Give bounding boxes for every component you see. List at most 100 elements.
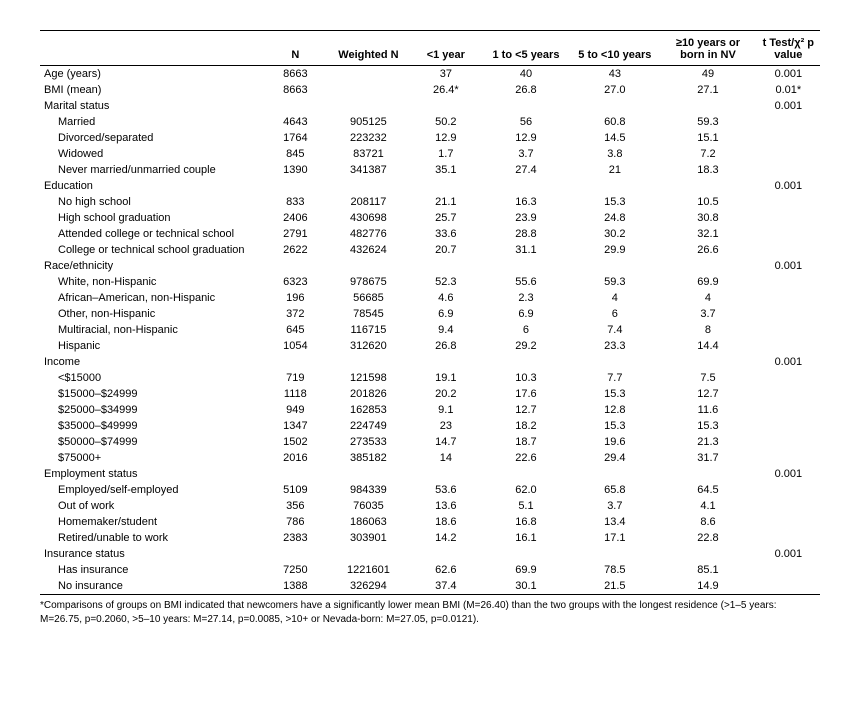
cell-p [757,562,820,578]
cell-label: $50000–$74999 [40,434,264,450]
table-row: Out of work3567603513.65.13.74.1 [40,498,820,514]
cell-c1 [410,354,481,370]
cell-p [757,370,820,386]
cell-n: 645 [264,322,327,338]
cell-n: 6323 [264,274,327,290]
cell-c3: 29.9 [570,242,659,258]
cell-c1: 37.4 [410,578,481,595]
table-row: Education0.001 [40,178,820,194]
table-row: $35000–$4999913472247492318.215.315.3 [40,418,820,434]
cell-c4: 3.7 [659,306,756,322]
cell-c4: 27.1 [659,82,756,98]
cell-c4: 21.3 [659,434,756,450]
cell-c4: 12.7 [659,386,756,402]
cell-c2: 69.9 [482,562,571,578]
cell-wn [327,66,410,83]
cell-wn: 78545 [327,306,410,322]
cell-c1: 14 [410,450,481,466]
cell-wn [327,258,410,274]
cell-c1 [410,98,481,114]
cell-label: Divorced/separated [40,130,264,146]
table-row: Age (years)8663374043490.001 [40,66,820,83]
cell-label: $15000–$24999 [40,386,264,402]
cell-p [757,482,820,498]
cell-wn: 224749 [327,418,410,434]
cell-c3: 7.4 [570,322,659,338]
cell-c1: 19.1 [410,370,481,386]
cell-wn: 430698 [327,210,410,226]
cell-n: 1118 [264,386,327,402]
cell-n: 196 [264,290,327,306]
cell-c1: 23 [410,418,481,434]
cell-c1: 18.6 [410,514,481,530]
cell-wn: 482776 [327,226,410,242]
cell-label: $25000–$34999 [40,402,264,418]
cell-n: 8663 [264,82,327,98]
cell-c3: 12.8 [570,402,659,418]
cell-c1: 33.6 [410,226,481,242]
cell-n: 2406 [264,210,327,226]
col-header-c3: 5 to <10 years [570,31,659,66]
cell-c2: 40 [482,66,571,83]
cell-c2: 6 [482,322,571,338]
cell-c2 [482,354,571,370]
cell-wn: 432624 [327,242,410,258]
cell-c3: 59.3 [570,274,659,290]
cell-p [757,514,820,530]
table-row: Widowed845837211.73.73.87.2 [40,146,820,162]
cell-wn: 341387 [327,162,410,178]
table-row: Income 0.001 [40,354,820,370]
cell-c4: 7.5 [659,370,756,386]
table-row: Insurance status0.001 [40,546,820,562]
cell-label: Homemaker/student [40,514,264,530]
cell-c1: 9.1 [410,402,481,418]
cell-label: African–American, non-Hispanic [40,290,264,306]
cell-c3 [570,354,659,370]
cell-wn: 116715 [327,322,410,338]
cell-c2: 17.6 [482,386,571,402]
table-row: <$1500071912159819.110.37.77.5 [40,370,820,386]
table-row: Attended college or technical school2791… [40,226,820,242]
cell-n: 786 [264,514,327,530]
cell-n [264,354,327,370]
cell-c1 [410,258,481,274]
cell-p [757,578,820,595]
cell-wn: 303901 [327,530,410,546]
col-header-label [40,31,264,66]
cell-c1: 52.3 [410,274,481,290]
cell-label: Employed/self-employed [40,482,264,498]
cell-c1 [410,466,481,482]
cell-label: College or technical school graduation [40,242,264,258]
cell-wn [327,178,410,194]
cell-c1: 13.6 [410,498,481,514]
cell-c4: 30.8 [659,210,756,226]
cell-c3: 19.6 [570,434,659,450]
cell-c4: 8.6 [659,514,756,530]
cell-c4: 11.6 [659,402,756,418]
table-row: Employment status0.001 [40,466,820,482]
cell-p [757,418,820,434]
cell-n: 8663 [264,66,327,83]
cell-c1: 14.2 [410,530,481,546]
cell-c3: 14.5 [570,130,659,146]
table-body: Age (years)8663374043490.001BMI (mean)86… [40,66,820,595]
table-row: No insurance138832629437.430.121.514.9 [40,578,820,595]
cell-label: Income [40,354,264,370]
cell-n: 1764 [264,130,327,146]
cell-c3: 24.8 [570,210,659,226]
cell-c3: 4 [570,290,659,306]
cell-c4 [659,98,756,114]
cell-p [757,498,820,514]
cell-c3 [570,258,659,274]
cell-n: 356 [264,498,327,514]
cell-c1: 26.4* [410,82,481,98]
cell-label: No insurance [40,578,264,595]
cell-label: Hispanic [40,338,264,354]
cell-c4: 15.1 [659,130,756,146]
cell-p [757,146,820,162]
cell-c3: 15.3 [570,194,659,210]
cell-p: 0.001 [757,66,820,83]
cell-c2: 16.3 [482,194,571,210]
cell-p: 0.001 [757,354,820,370]
demographics-table: N Weighted N <1 year 1 to <5 years 5 to … [40,30,820,595]
